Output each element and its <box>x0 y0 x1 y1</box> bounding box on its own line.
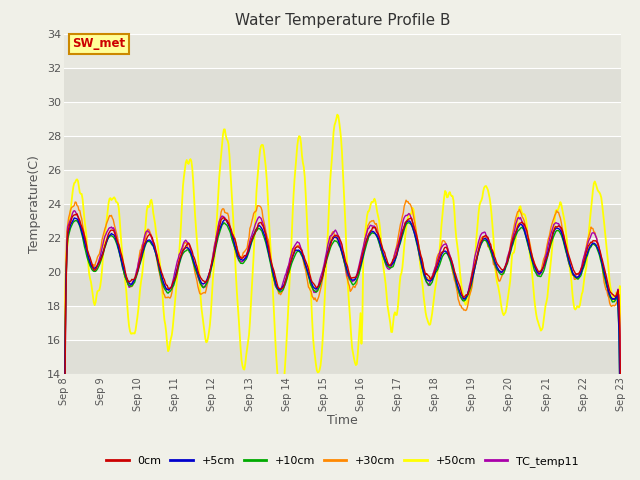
Text: SW_met: SW_met <box>72 37 125 50</box>
Legend: 0cm, +5cm, +10cm, +30cm, +50cm, TC_temp11: 0cm, +5cm, +10cm, +30cm, +50cm, TC_temp1… <box>102 451 583 471</box>
Bar <box>64 136 621 170</box>
Bar <box>64 272 621 306</box>
X-axis label: Time: Time <box>327 414 358 427</box>
Bar <box>64 204 621 238</box>
Y-axis label: Temperature(C): Temperature(C) <box>28 155 42 253</box>
Bar <box>64 340 621 374</box>
Bar <box>64 68 621 102</box>
Title: Water Temperature Profile B: Water Temperature Profile B <box>235 13 450 28</box>
